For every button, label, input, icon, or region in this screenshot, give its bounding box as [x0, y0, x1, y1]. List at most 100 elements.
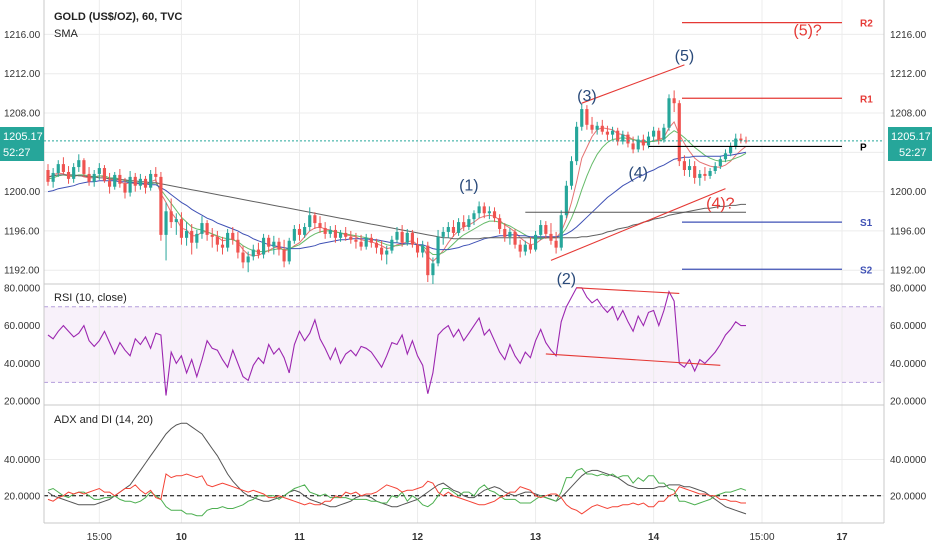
candle [482, 202, 486, 219]
candle-body [184, 230, 189, 238]
candle [118, 169, 122, 188]
candle-body [380, 247, 384, 255]
candle-body [205, 223, 209, 235]
candle-body [236, 239, 240, 253]
candle-body [51, 172, 55, 182]
rsi-line [47, 287, 746, 396]
candle [246, 251, 250, 273]
candle-body [513, 231, 517, 245]
time-tick-label: 15:00 [87, 532, 112, 543]
current-price-left: 1205.17 [3, 131, 43, 143]
candle-body [267, 237, 271, 247]
adx-series-di [47, 467, 747, 517]
candle-body [118, 174, 122, 184]
candle-body [246, 256, 250, 263]
candle [457, 218, 461, 236]
wave-label: (3) [577, 88, 597, 105]
candle-body [652, 130, 656, 137]
adx-tick-right: 20.0000 [890, 491, 927, 502]
countdown-right: 52:27 [899, 147, 927, 159]
candle-body [662, 127, 666, 140]
candle [400, 225, 404, 247]
candle-body [102, 168, 107, 181]
candle-body [431, 263, 435, 276]
pivot-lines: R2 R1 P S1 S2 [525, 19, 873, 276]
candle [641, 134, 645, 151]
candle [554, 231, 558, 254]
candle-body [226, 232, 230, 248]
candle-body [179, 219, 184, 238]
candle-body [734, 138, 738, 147]
axis-labels: 1192.00 1192.00 1196.00 1196.00 1200.00 1200.… [4, 30, 927, 543]
candle-body [457, 222, 461, 233]
candle [513, 228, 517, 249]
candle-body [77, 160, 81, 168]
rsi-trendline [545, 353, 721, 366]
wave-label: (5) [675, 48, 695, 65]
current-price-right: 1205.17 [891, 131, 931, 143]
candle-body [46, 170, 50, 182]
price-tick-right: 1196.00 [890, 226, 926, 237]
candle-body [693, 166, 697, 178]
candle-body [282, 249, 286, 262]
candle-body [174, 219, 178, 223]
grid-lines [44, 0, 884, 523]
candle [77, 154, 81, 172]
candle [693, 161, 697, 184]
rsi-tick-right: 20.0000 [890, 397, 927, 408]
candle-body [277, 241, 281, 250]
candle-body [508, 231, 512, 237]
price-tick-right: 1212.00 [890, 69, 927, 80]
candle [313, 212, 317, 229]
candle-body [385, 250, 389, 255]
candle-body [713, 166, 717, 171]
time-tick-label: 17 [836, 532, 848, 543]
candle-body [575, 126, 579, 162]
candle-body [354, 239, 358, 242]
candle [323, 222, 327, 239]
candle-body [477, 206, 481, 214]
candle [487, 206, 491, 220]
candle [621, 130, 625, 145]
candle-body [92, 173, 96, 182]
candle-body [441, 231, 445, 237]
candle [718, 156, 722, 170]
candle-body [164, 211, 168, 235]
candle [472, 210, 476, 226]
candle-body [338, 232, 343, 238]
candle-body [82, 160, 86, 174]
candle [585, 105, 589, 130]
candle [544, 221, 548, 239]
candle [631, 136, 635, 154]
candle [133, 172, 137, 192]
right-margin [905, 0, 932, 550]
candle [272, 235, 276, 255]
candle [431, 257, 435, 284]
candle [636, 135, 640, 153]
elliott-wave-labels: (1) (2) (3) (4) (5) (5)? (4)? [459, 22, 822, 288]
candle-body [169, 211, 173, 223]
candle-body [87, 173, 91, 182]
candle [667, 94, 671, 131]
candle [708, 168, 712, 179]
candle [528, 236, 533, 254]
candle-body [61, 164, 65, 172]
candle [87, 167, 91, 186]
candle [395, 227, 399, 243]
candle-body [395, 231, 399, 240]
candle-body [492, 211, 497, 219]
price-trendline [550, 188, 726, 261]
pivot-label-p: P [860, 142, 867, 153]
candle-body [56, 164, 60, 173]
indicator-label-sma: SMA [54, 28, 79, 40]
candle-body [503, 228, 507, 237]
price-tick-left: 1216.00 [4, 30, 41, 41]
candle-body [123, 183, 127, 193]
candle-body [436, 236, 440, 264]
rsi-tick-right: 40.0000 [890, 359, 927, 370]
pivot-label-s2: S2 [860, 265, 873, 276]
candle-body [528, 244, 533, 250]
trendlines [550, 64, 726, 261]
candle-body [626, 134, 630, 144]
